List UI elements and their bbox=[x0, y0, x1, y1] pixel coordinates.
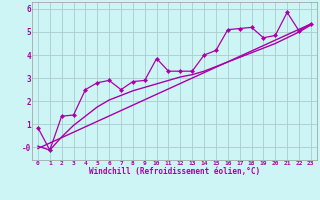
X-axis label: Windchill (Refroidissement éolien,°C): Windchill (Refroidissement éolien,°C) bbox=[89, 167, 260, 176]
